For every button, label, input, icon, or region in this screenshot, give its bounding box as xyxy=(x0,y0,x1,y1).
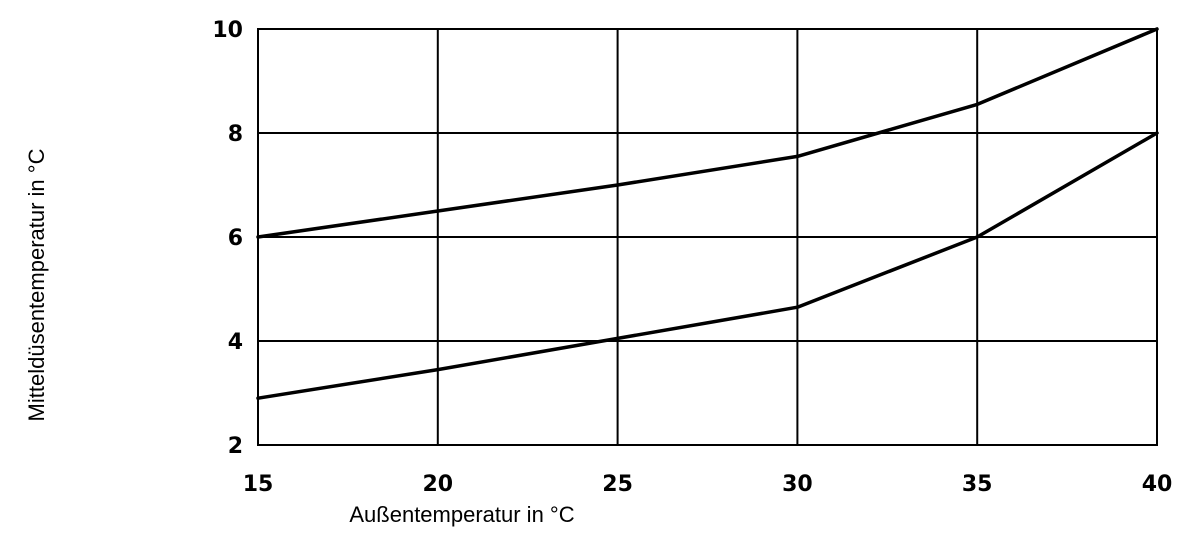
x-tick-label: 40 xyxy=(1142,472,1173,497)
y-tick-label: 8 xyxy=(228,122,243,147)
x-axis-label: Außentemperatur in °C xyxy=(349,502,574,527)
series-layer xyxy=(256,27,1159,400)
y-tick-labels: 2 4 6 8 10 xyxy=(212,18,243,459)
y-tick-label: 10 xyxy=(212,18,243,43)
x-tick-label: 20 xyxy=(422,472,453,497)
y-tick-label: 4 xyxy=(228,330,243,355)
x-tick-label: 35 xyxy=(962,472,993,497)
series-line-1 xyxy=(256,27,1159,239)
x-tick-label: 15 xyxy=(243,472,274,497)
y-tick-label: 6 xyxy=(228,226,243,251)
x-tick-labels: 15 20 25 30 35 40 xyxy=(243,472,1173,497)
y-axis-label: Mitteldüsentemperatur in °C xyxy=(24,148,49,421)
grid xyxy=(257,28,1158,446)
y-tick-label: 2 xyxy=(228,434,243,459)
x-tick-label: 30 xyxy=(782,472,813,497)
series-line-2 xyxy=(256,131,1159,400)
x-tick-label: 25 xyxy=(602,472,633,497)
